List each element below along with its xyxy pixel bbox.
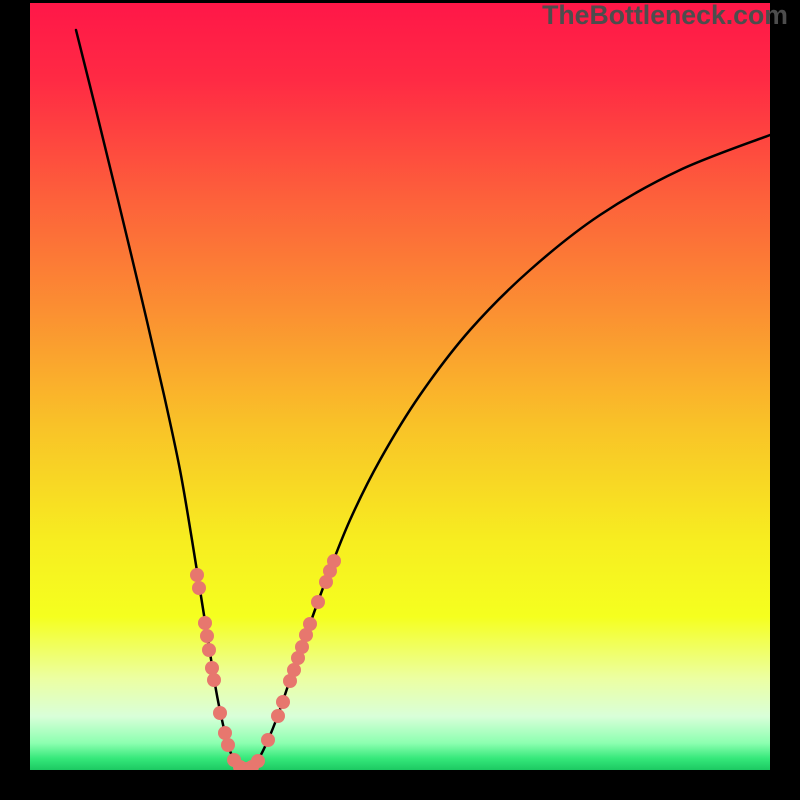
data-marker: [202, 643, 216, 657]
chart-canvas: [0, 0, 800, 800]
data-marker: [276, 695, 290, 709]
chart-container: TheBottleneck.com: [0, 0, 800, 800]
data-marker: [311, 595, 325, 609]
data-marker: [251, 754, 265, 768]
data-marker: [218, 726, 232, 740]
gradient-background-full: [30, 3, 770, 770]
data-marker: [200, 629, 214, 643]
data-marker: [213, 706, 227, 720]
data-marker: [207, 673, 221, 687]
watermark-text: TheBottleneck.com: [542, 0, 788, 31]
data-marker: [271, 709, 285, 723]
data-marker: [192, 581, 206, 595]
data-marker: [198, 616, 212, 630]
data-marker: [190, 568, 204, 582]
data-marker: [221, 738, 235, 752]
data-marker: [303, 617, 317, 631]
data-marker: [287, 663, 301, 677]
data-marker: [205, 661, 219, 675]
data-marker: [327, 554, 341, 568]
data-marker: [295, 640, 309, 654]
data-marker: [261, 733, 275, 747]
